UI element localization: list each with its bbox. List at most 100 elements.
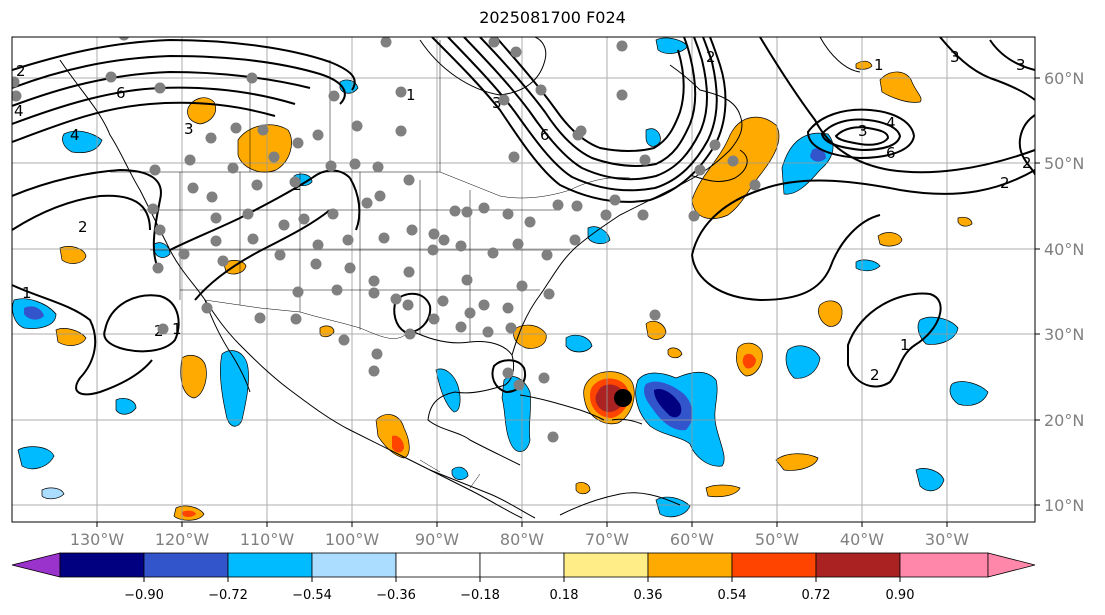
contour-line [12,194,151,231]
station-dot [541,249,553,261]
contour-label: 3 [492,94,502,112]
warm-area [223,260,247,275]
colorbar-bin [59,552,145,578]
contour-line [989,39,1035,71]
cool-area [41,487,65,500]
contour-label: 6 [116,84,126,102]
station-dot [461,274,473,286]
station-dot [344,262,356,274]
contour-line [12,168,162,269]
colorbar-tick-labels: −0.90 −0.72 −0.54 −0.36 −0.18 0.18 0.36 … [124,588,914,603]
station-dot [571,200,583,212]
cool-area [949,381,989,406]
station-dot [298,213,310,225]
cool-area [565,334,593,353]
contour-label: 1 [900,336,910,354]
contour-label: 6 [540,126,550,144]
pacific-coast [59,59,523,519]
station-dot [498,94,510,106]
station-dot [149,164,161,176]
contour-line [431,37,727,203]
station-dot [157,323,169,335]
station-dot [290,313,302,325]
station-dot [572,129,584,141]
colorbar-min-arrow [11,552,61,578]
lon-label: 50°W [755,530,799,549]
station-dot [502,367,514,379]
positive-anomaly-areas [55,60,973,521]
station-dot [688,210,700,222]
cuba [519,394,605,421]
station-dot [390,293,402,305]
contour-label: 1 [22,284,32,302]
station-dot [487,247,499,259]
station-dot [374,190,386,202]
warm-area [855,60,873,70]
station-dot [637,209,649,221]
warm-area [575,482,591,495]
station-dot [727,155,739,167]
colorbar-bin [899,552,989,578]
contour-line [447,37,718,192]
station-dot [205,132,217,144]
station-dot [403,174,415,186]
contour-label: 2 [1022,154,1032,172]
station-dot [187,182,199,194]
lon-label: 90°W [415,530,459,549]
colorbar-max-arrow [987,552,1036,578]
hudson-bay [419,37,547,96]
contour-line [834,126,890,146]
colorbar-tick-label: −0.90 [124,588,164,603]
graticule [12,37,1035,522]
contour-label: 2 [870,366,880,384]
map-frame [11,36,1036,523]
colorbar-tick-label: −0.54 [292,588,332,603]
station-dot [478,202,490,214]
latitude-labels: 60°N 50°N 40°N 30°N 20°N 10°N [1044,69,1084,515]
station-dot [331,284,343,296]
station-dot [251,179,263,191]
station-dot [502,208,514,220]
station-dot [380,37,392,48]
station-dot [325,160,337,172]
station-dot [402,299,414,311]
station-dot [616,40,628,52]
station-dot [535,84,547,96]
station-dot [147,203,159,215]
station-dot [569,234,581,246]
cool-area [115,398,137,415]
station-dot [201,302,213,314]
station-dot [478,299,490,311]
station-dot [438,234,450,246]
station-dot [154,224,166,236]
contour-line [847,292,942,388]
station-dot [257,124,269,136]
lon-label: 30°W [925,530,969,549]
station-dot [310,258,322,270]
station-dot [292,286,304,298]
warm-area [705,484,741,498]
station-dot [312,239,324,251]
station-dot [154,82,166,94]
cool-area [451,466,469,480]
gulf-coast [409,329,521,466]
station-dot [455,321,467,333]
lat-label: 20°N [1044,411,1084,430]
warm-area-core [392,435,404,453]
colorbar [11,552,1036,578]
cool-area [587,226,611,244]
lon-label: 40°W [840,530,884,549]
station-dot [505,322,517,334]
station-dot [210,235,222,247]
station-dot [105,71,117,83]
colorbar-bin [143,552,229,578]
colorbar-ticks [143,577,901,582]
station-dot [230,122,242,134]
lat-label: 10°N [1044,496,1084,515]
contour-line [691,214,881,302]
warm-area [645,320,667,340]
south-america-coast [559,492,681,516]
colorbar-bin [731,552,817,578]
station-dot [461,206,473,218]
colorbar-tick-label: −0.36 [376,588,416,603]
